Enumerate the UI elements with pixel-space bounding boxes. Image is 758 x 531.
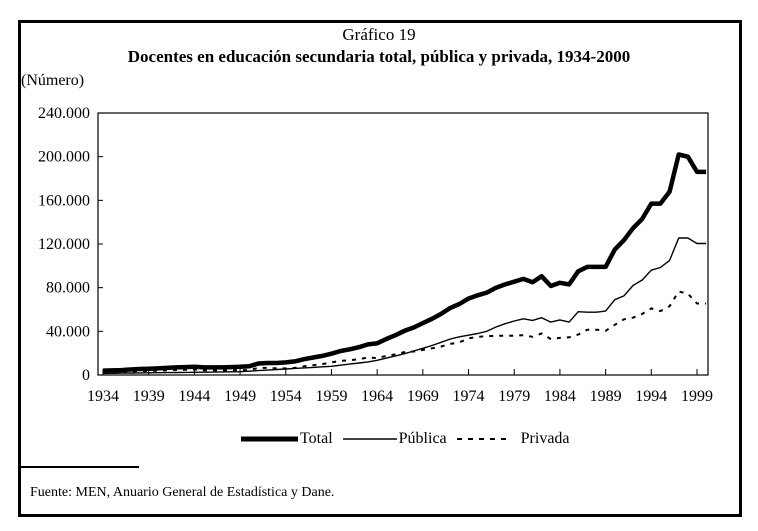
legend: Total Pública Privada [240, 430, 576, 448]
y-tick-label: 80.000 [46, 280, 90, 297]
legend-swatch-privada [456, 438, 511, 440]
x-tick-label: 1994 [635, 388, 667, 405]
chart-kicker: Gráfico 19 [342, 25, 416, 44]
series-line-publica [102, 237, 707, 375]
x-tick-label: 1999 [681, 388, 713, 405]
x-tick-label: 1974 [453, 388, 485, 405]
y-tick-label: 240.000 [38, 105, 90, 122]
x-tick-label: 1984 [544, 388, 576, 405]
x-tick-label: 1979 [498, 388, 530, 405]
legend-label-publica: Pública [398, 430, 447, 447]
legend-label-total: Total [300, 430, 333, 447]
series-line-privada [102, 290, 707, 374]
x-tick-label: 1944 [178, 388, 210, 405]
x-tick-label: 1969 [407, 388, 439, 405]
y-tick-label: 40.000 [46, 323, 90, 340]
series-line-total [102, 152, 707, 373]
x-tick-label: 1934 [87, 388, 119, 405]
y-tick-label: 200.000 [38, 149, 90, 166]
legend-label-privada: Privada [520, 430, 570, 447]
x-tick-label: 1939 [133, 388, 165, 405]
x-tick-label: 1954 [270, 388, 302, 405]
y-tick-label: 160.000 [38, 192, 90, 209]
footnote-separator [21, 466, 139, 468]
x-tick-label: 1989 [590, 388, 622, 405]
x-tick-label: 1949 [224, 388, 256, 405]
legend-swatch-total [241, 436, 298, 442]
source-note: Fuente: MEN, Anuario General de Estadíst… [30, 485, 335, 500]
legend-swatch-publica [342, 438, 397, 440]
y-tick-label: 0 [82, 367, 90, 384]
plot-border [97, 112, 709, 376]
x-tick-label: 1964 [361, 388, 393, 405]
x-tick-label: 1959 [315, 388, 347, 405]
chart-title: Docentes en educación secundaria total, … [127, 47, 631, 66]
y-axis-label: (Número) [21, 72, 85, 89]
chart-frame [18, 20, 742, 517]
y-tick-label: 120.000 [38, 236, 90, 253]
